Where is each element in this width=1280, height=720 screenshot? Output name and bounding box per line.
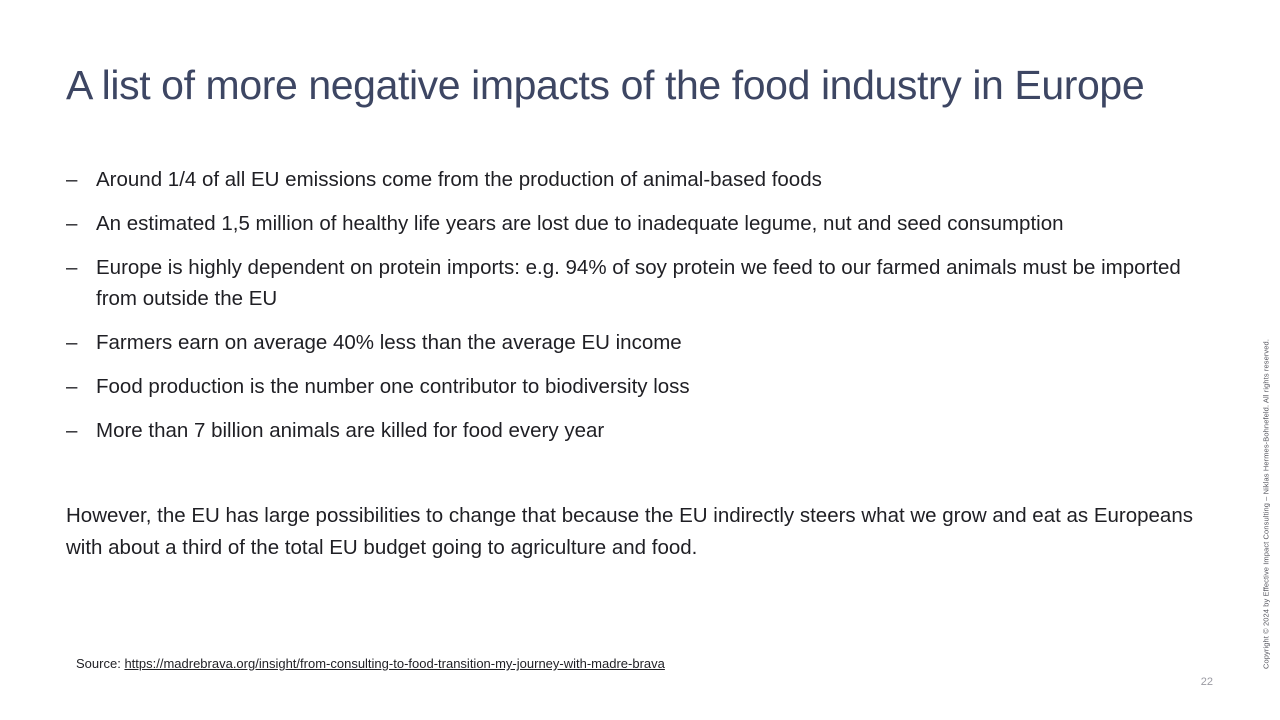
bullet-marker: – bbox=[66, 256, 78, 279]
bullet-list: – Around 1/4 of all EU emissions come fr… bbox=[66, 164, 1216, 459]
bullet-item: – More than 7 billion animals are killed… bbox=[66, 415, 1216, 446]
bullet-text: Farmers earn on average 40% less than th… bbox=[96, 331, 682, 354]
bullet-text: More than 7 billion animals are killed f… bbox=[96, 419, 605, 442]
bullet-marker: – bbox=[66, 168, 78, 191]
bullet-item: – Farmers earn on average 40% less than … bbox=[66, 327, 1216, 358]
bullet-text: Around 1/4 of all EU emissions come from… bbox=[96, 168, 822, 191]
bullet-marker: – bbox=[66, 212, 78, 235]
bullet-marker: – bbox=[66, 375, 78, 398]
bullet-item: – Food production is the number one cont… bbox=[66, 371, 1216, 402]
bullet-text: Food production is the number one contri… bbox=[96, 375, 690, 398]
page-number: 22 bbox=[1200, 676, 1213, 688]
bullet-item: – Around 1/4 of all EU emissions come fr… bbox=[66, 164, 1216, 195]
source-label: Source: bbox=[76, 656, 121, 671]
bullet-item: – An estimated 1,5 million of healthy li… bbox=[66, 208, 1216, 239]
source-citation: Source: https://madrebrava.org/insight/f… bbox=[76, 656, 665, 671]
copyright-notice: Copyright © 2024 by Effective Impact Con… bbox=[1261, 338, 1271, 670]
bullet-text: Europe is highly dependent on protein im… bbox=[96, 256, 1181, 310]
slide-title: A list of more negative impacts of the f… bbox=[66, 62, 1145, 108]
source-link[interactable]: https://madrebrava.org/insight/from-cons… bbox=[124, 656, 665, 671]
closing-paragraph: However, the EU has large possibilities … bbox=[66, 504, 1193, 559]
bullet-item: – Europe is highly dependent on protein … bbox=[66, 252, 1216, 314]
bullet-marker: – bbox=[66, 419, 78, 442]
bullet-marker: – bbox=[66, 331, 78, 354]
bullet-text: An estimated 1,5 million of healthy life… bbox=[96, 212, 1064, 235]
